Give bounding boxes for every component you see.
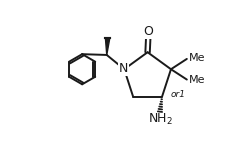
Text: Me: Me: [189, 75, 205, 85]
Text: O: O: [143, 25, 153, 38]
Text: or1: or1: [171, 90, 186, 99]
Polygon shape: [106, 39, 110, 55]
Text: N: N: [119, 62, 128, 75]
Text: Me: Me: [189, 53, 205, 64]
Text: NH$_2$: NH$_2$: [148, 112, 173, 127]
